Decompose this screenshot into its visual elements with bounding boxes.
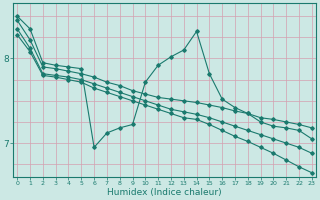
X-axis label: Humidex (Indice chaleur): Humidex (Indice chaleur) bbox=[107, 188, 222, 197]
